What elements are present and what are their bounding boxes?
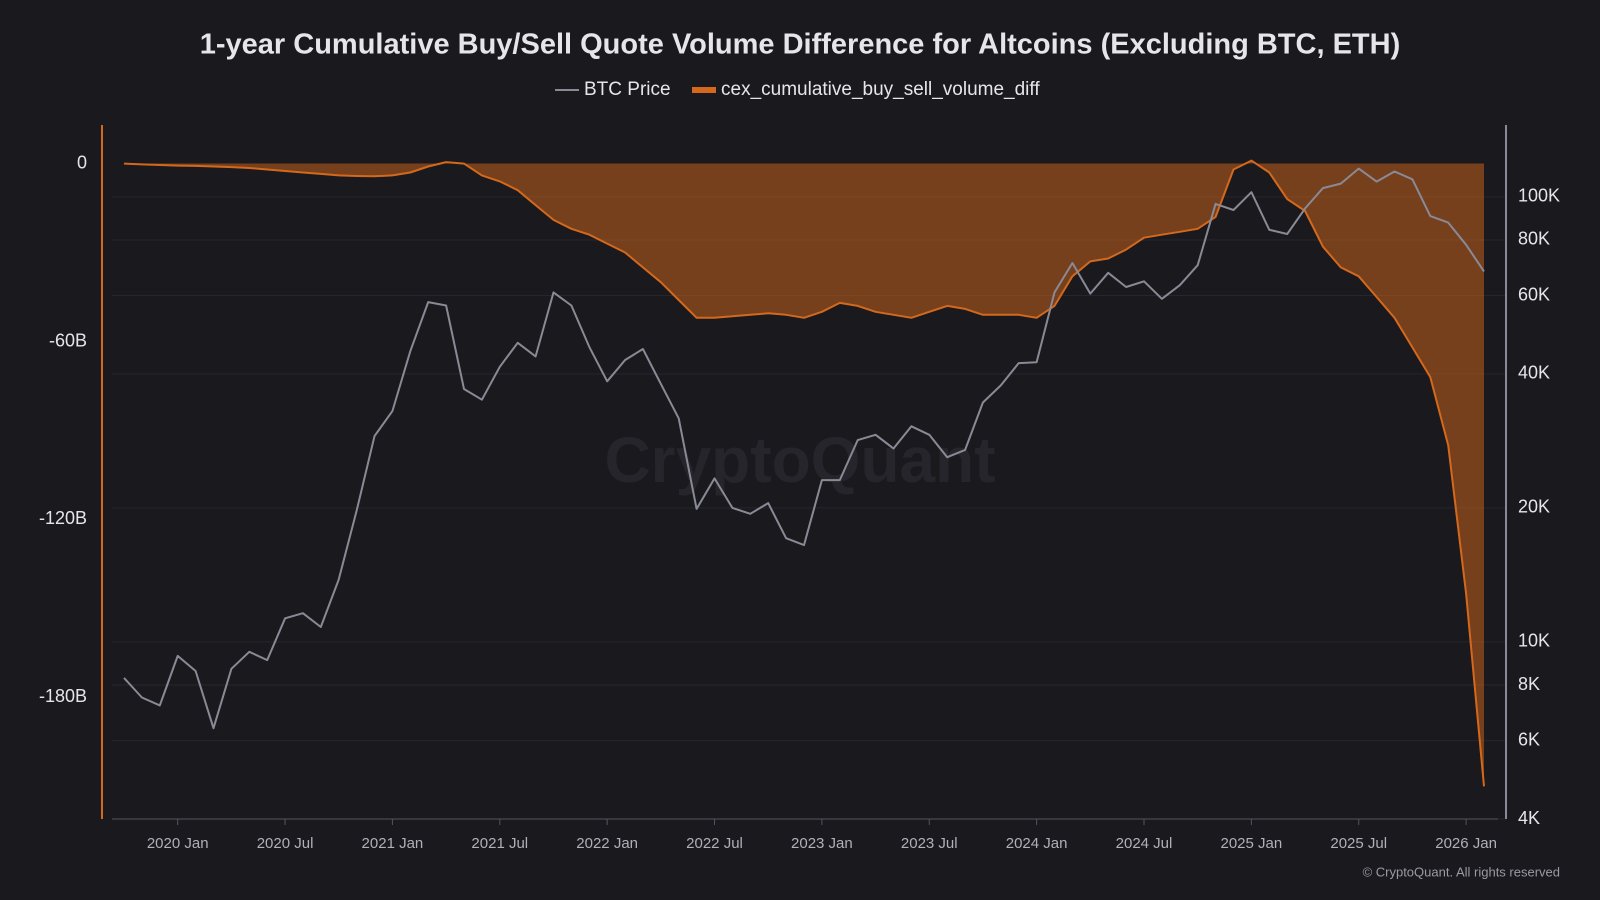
series-line: [123, 167, 1485, 730]
x-tick-label: 2022 Jul: [686, 835, 743, 852]
y2-tick-label: 4K: [1518, 808, 1540, 828]
x-tick-label: 2020 Jul: [257, 835, 314, 852]
y-tick-label: 0: [77, 152, 87, 172]
x-tick-label: 2024 Jan: [1006, 835, 1068, 852]
x-tick-label: 2022 Jan: [576, 835, 638, 852]
x-tick-label: 2021 Jan: [362, 835, 424, 852]
y2-tick-label: 80K: [1518, 229, 1550, 249]
x-tick-label: 2025 Jan: [1221, 835, 1283, 852]
y2-tick-label: 20K: [1518, 497, 1550, 517]
y2-tick-label: 100K: [1518, 186, 1560, 206]
legend-label: cex_cumulative_buy_sell_volume_diff: [721, 79, 1040, 100]
chart-title: 1-year Cumulative Buy/Sell Quote Volume …: [200, 29, 1400, 61]
y2-tick-label: 8K: [1518, 674, 1540, 694]
area: [124, 160, 1484, 787]
y2-tick-label: 40K: [1518, 363, 1550, 383]
legend-label: BTC Price: [584, 79, 671, 100]
x-tick-label: 2023 Jan: [791, 835, 853, 852]
y2-tick-label: 10K: [1518, 631, 1550, 651]
y2-tick-label: 60K: [1518, 284, 1550, 304]
x-tick-label: 2025 Jul: [1330, 835, 1387, 852]
series-line: [123, 159, 1485, 787]
y-tick-label: -180B: [39, 686, 87, 706]
x-tick-label: 2021 Jul: [471, 835, 528, 852]
x-tick-label: 2024 Jul: [1116, 835, 1173, 852]
x-tick-label: 2026 Jan: [1435, 835, 1497, 852]
y-tick-label: -60B: [49, 330, 87, 350]
x-tick-label: 2023 Jul: [901, 835, 958, 852]
credit: © CryptoQuant. All rights reserved: [1363, 864, 1560, 879]
x-tick-label: 2020 Jan: [147, 835, 209, 852]
y2-tick-label: 6K: [1518, 729, 1540, 749]
watermark: CryptoQuant: [604, 424, 995, 496]
y-tick-label: -120B: [39, 508, 87, 528]
